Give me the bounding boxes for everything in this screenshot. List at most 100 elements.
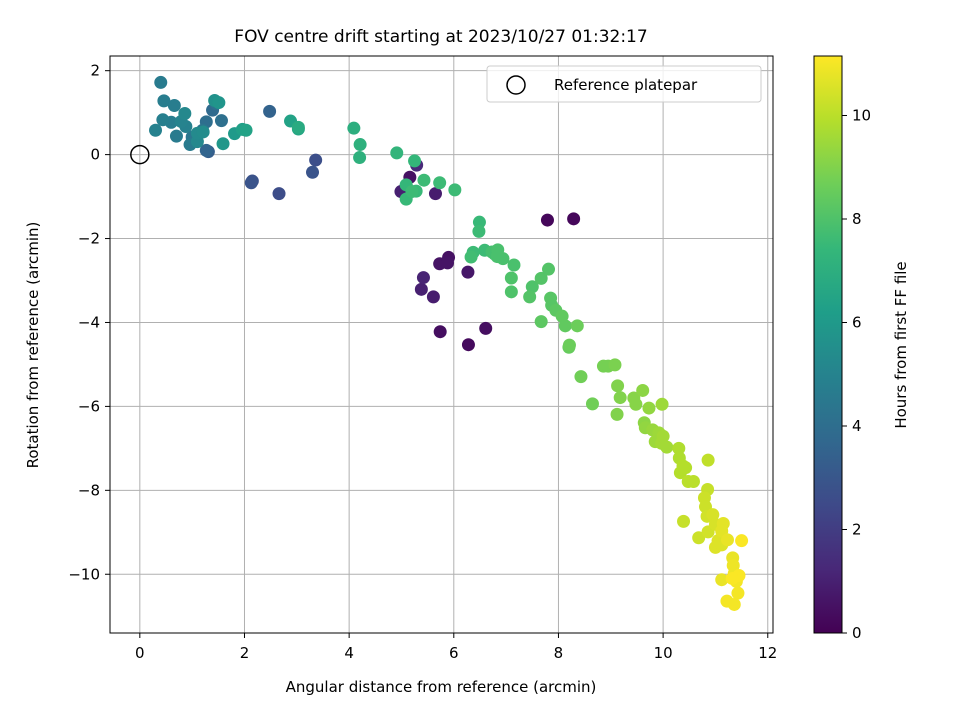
y-tick-label: −6 xyxy=(78,397,100,415)
colorbar xyxy=(813,55,843,634)
data-point xyxy=(426,290,440,304)
y-tick-label: −2 xyxy=(78,230,100,248)
data-point xyxy=(154,75,168,89)
data-point xyxy=(405,185,419,199)
data-point xyxy=(731,586,745,600)
data-point xyxy=(523,290,537,304)
data-point xyxy=(655,397,669,411)
data-point xyxy=(156,113,170,127)
data-point xyxy=(735,534,749,548)
data-point xyxy=(611,379,625,393)
x-axis-ticks: 0 2 4 6 8 10 12 xyxy=(135,633,777,662)
data-point xyxy=(656,429,670,443)
data-point xyxy=(677,514,691,528)
x-tick-label: 0 xyxy=(135,644,145,662)
data-point xyxy=(433,176,447,190)
y-axis-ticks: 2 0 −2 −4 −6 −8 −10 xyxy=(68,62,110,583)
data-point xyxy=(464,250,478,264)
x-tick-label: 12 xyxy=(758,644,777,662)
data-point xyxy=(414,282,428,296)
data-point xyxy=(472,215,486,229)
data-point xyxy=(408,154,422,168)
data-point xyxy=(629,397,643,411)
data-point xyxy=(507,258,521,272)
x-axis-label: Angular distance from reference (arcmin) xyxy=(286,678,597,696)
data-point xyxy=(574,370,588,384)
y-tick-label: −8 xyxy=(78,481,100,499)
data-point xyxy=(212,96,226,110)
data-point xyxy=(504,271,518,285)
data-point xyxy=(199,143,213,157)
data-point xyxy=(542,262,556,276)
data-point xyxy=(157,94,171,108)
data-point xyxy=(701,453,715,467)
data-point xyxy=(636,383,650,397)
colorbar-tick-label: 0 xyxy=(852,624,862,642)
data-point xyxy=(679,461,693,475)
data-point xyxy=(263,104,277,118)
data-point xyxy=(178,106,192,120)
data-point xyxy=(149,123,163,137)
data-point xyxy=(613,391,627,405)
x-tick-label: 8 xyxy=(554,644,564,662)
data-point xyxy=(672,441,686,455)
data-point xyxy=(433,325,447,339)
data-point xyxy=(562,338,576,352)
plot-frame xyxy=(109,55,774,634)
data-point xyxy=(715,573,729,587)
data-point xyxy=(558,319,572,333)
data-point xyxy=(448,183,462,197)
data-point xyxy=(353,151,367,165)
y-tick-label: −10 xyxy=(68,565,100,583)
data-point xyxy=(353,138,367,152)
data-point xyxy=(585,397,599,411)
x-tick-label: 4 xyxy=(344,644,354,662)
y-tick-label: 0 xyxy=(90,146,100,164)
data-point xyxy=(244,176,258,190)
data-point xyxy=(239,123,253,137)
data-point xyxy=(306,165,320,179)
plot-area xyxy=(110,56,773,633)
data-point xyxy=(642,401,656,415)
data-point xyxy=(347,121,361,135)
colorbar-tick-label: 6 xyxy=(852,314,862,332)
data-point xyxy=(214,114,228,128)
legend: Reference platepar xyxy=(486,65,762,103)
data-point xyxy=(720,594,734,608)
data-point xyxy=(725,571,739,585)
reference-platepar-marker xyxy=(130,144,150,165)
legend-marker-reference xyxy=(506,75,526,95)
data-point xyxy=(479,321,493,335)
legend-box xyxy=(486,65,762,103)
colorbar-tick-label: 2 xyxy=(852,521,862,539)
data-point xyxy=(291,120,305,134)
data-point xyxy=(169,129,183,143)
colorbar-label: Hours from first FF file xyxy=(892,261,910,428)
chart-title: FOV centre drift starting at 2023/10/27 … xyxy=(234,27,647,47)
data-point xyxy=(660,440,674,454)
data-point xyxy=(472,224,486,238)
data-point xyxy=(570,319,584,333)
y-axis-label: Rotation from reference (arcmin) xyxy=(24,222,42,469)
colorbar-tick-label: 4 xyxy=(852,417,862,435)
x-tick-label: 2 xyxy=(240,644,250,662)
data-point xyxy=(540,213,554,227)
data-point xyxy=(216,137,230,151)
data-point xyxy=(428,187,442,201)
data-point xyxy=(525,280,539,294)
data-point xyxy=(417,173,431,187)
x-tick-label: 10 xyxy=(654,644,673,662)
data-point xyxy=(686,475,700,489)
data-point xyxy=(567,212,581,226)
data-point xyxy=(309,153,323,167)
x-tick-label: 6 xyxy=(449,644,459,662)
data-point xyxy=(390,146,404,160)
data-point xyxy=(461,265,475,279)
y-tick-label: 2 xyxy=(90,62,100,80)
grid xyxy=(110,56,773,633)
data-point xyxy=(608,358,622,372)
data-point xyxy=(692,531,706,545)
data-point xyxy=(441,256,455,270)
data-point xyxy=(461,338,475,352)
